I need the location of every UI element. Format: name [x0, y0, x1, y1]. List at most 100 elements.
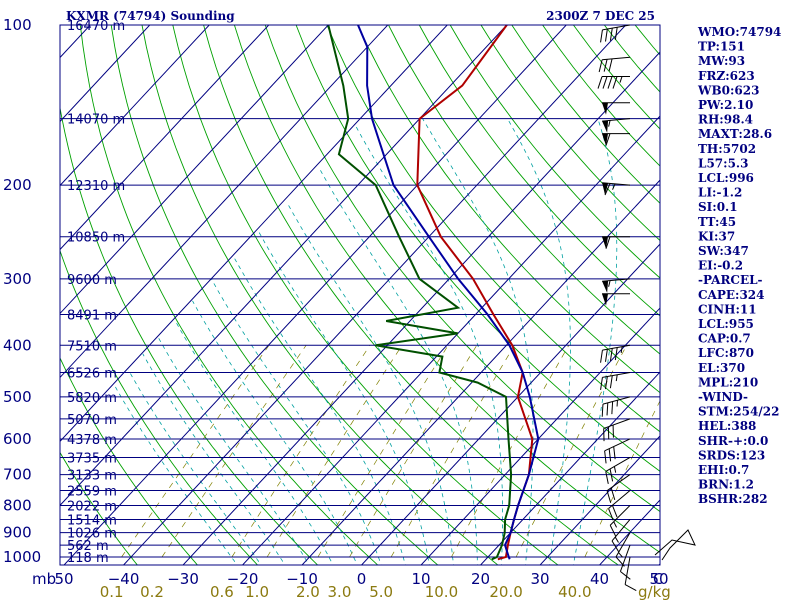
mixing-ratio-tick-label: 0.2	[140, 583, 164, 600]
index-line: LCL:996	[698, 171, 754, 185]
wind-barb	[600, 24, 631, 43]
mixing-ratio-tick-label: 0.6	[210, 583, 234, 600]
wind-barb	[603, 418, 631, 442]
mixing-ratio-line	[266, 345, 403, 558]
dry-adiabat	[264, 25, 660, 513]
index-line: TH:5702	[698, 142, 756, 156]
dry-adiabat	[60, 451, 138, 565]
height-label: 5070 m	[67, 413, 117, 428]
height-label: 1514 m	[67, 513, 117, 528]
index-line: SW:347	[698, 244, 749, 258]
height-label: 562 m	[67, 539, 109, 554]
moist-adiabat	[318, 166, 478, 565]
temperature-tick-label: 40	[590, 570, 609, 588]
height-label: 7510 m	[67, 339, 117, 354]
wind-barb	[624, 556, 637, 592]
dry-adiabat	[60, 249, 259, 565]
pressure-tick-label: 100	[3, 16, 32, 34]
moist-adiabat	[210, 278, 382, 565]
height-label: 16470 m	[67, 19, 125, 34]
index-line: BRN:1.2	[698, 478, 754, 492]
isotherm	[122, 25, 627, 565]
isotherm	[539, 435, 660, 565]
mixing-ratio-tick-label: 3.0	[328, 583, 352, 600]
pressure-tick-label: 700	[3, 466, 32, 484]
index-line: CAP:0.7	[698, 332, 751, 346]
height-label: 8491 m	[67, 308, 117, 323]
index-line: MW:93	[698, 54, 745, 68]
moist-adiabat	[174, 320, 334, 565]
pressure-tick-label: 600	[3, 430, 32, 448]
mixing-ratio-tick-label: 20.0	[489, 583, 522, 600]
height-label: 2022 m	[67, 499, 117, 514]
height-label: 14070 m	[67, 113, 125, 128]
dry-adiabat	[388, 25, 660, 355]
index-line: L57:5.3	[698, 156, 748, 170]
index-line: -WIND-	[698, 390, 748, 404]
height-label: 12310 m	[67, 179, 125, 194]
moist-adiabat	[286, 201, 454, 565]
temperature-tick-label: 0	[357, 570, 367, 588]
temperature-tick-label: −20	[227, 570, 259, 588]
index-line: WMO:74794	[697, 25, 781, 39]
sounding-traces	[327, 25, 540, 561]
isotherm	[241, 115, 660, 565]
surface-wind-scribble	[654, 529, 696, 561]
index-line: BSHR:282	[698, 492, 768, 506]
wind-column-mark: C	[653, 570, 663, 588]
pressure-tick-label: 1000	[3, 548, 41, 566]
index-line: FRZ:623	[698, 69, 755, 83]
height-label: 6526 m	[67, 367, 117, 382]
temperature-tick-label: 50	[650, 570, 669, 588]
index-line: PW:2.10	[698, 98, 753, 112]
mixing-ratio-line	[317, 345, 449, 558]
pressure-tick-label: 300	[3, 270, 32, 288]
wind-barb	[600, 372, 631, 390]
isotherm	[479, 371, 660, 565]
dry-adiabat	[418, 25, 660, 317]
temperature-tick-label: 30	[531, 570, 550, 588]
temperature-tick-label: −10	[286, 570, 318, 588]
mixing-ratio-tick-label: 10.0	[425, 583, 458, 600]
mixing-ratio-tick-label: 2.0	[296, 583, 320, 600]
index-line: SI:0.1	[698, 200, 738, 214]
moist-adiabat	[157, 336, 310, 565]
isotherm	[360, 243, 660, 565]
index-line: SHR-+:0.0	[698, 434, 768, 448]
background-lines	[60, 25, 800, 568]
index-line: -PARCEL-	[698, 273, 763, 287]
height-label: 118 m	[67, 551, 109, 566]
index-line: MPL:210	[698, 375, 758, 389]
wind-barb	[606, 474, 631, 503]
height-label: 1026 m	[67, 527, 117, 542]
dry-adiabat	[141, 25, 499, 565]
valid-time: 2300Z 7 DEC 25	[546, 9, 655, 23]
dry-adiabat	[758, 25, 800, 568]
isotherm	[60, 25, 210, 187]
mixing-ratio-tick-label: 5.0	[369, 583, 393, 600]
wind-barb	[602, 278, 631, 293]
wind-barb	[602, 133, 630, 146]
index-line: LI:-1.2	[698, 186, 742, 200]
moist-adiabat	[234, 258, 406, 565]
wind-barb	[619, 544, 631, 580]
temperature-tick-label: 50	[55, 570, 74, 588]
index-line: TP:151	[698, 40, 745, 54]
index-line: KI:37	[698, 229, 735, 243]
temperature-tick-label: −40	[108, 570, 140, 588]
index-line: EHI:0.7	[698, 463, 749, 477]
wind-barb	[608, 490, 631, 521]
index-line: STM:254/22	[698, 405, 779, 419]
wind-barb	[601, 396, 631, 417]
isotherm	[301, 179, 660, 565]
dry-adiabat	[233, 25, 660, 554]
chart-title: KXMR (74794) Sounding	[66, 9, 235, 23]
height-label: 10850 m	[67, 231, 125, 246]
wind-barb	[602, 236, 630, 249]
dry-adiabat	[357, 25, 660, 394]
dry-adiabat	[326, 25, 660, 433]
pressure-tick-label: 200	[3, 176, 32, 194]
dry-adiabat	[60, 357, 199, 565]
